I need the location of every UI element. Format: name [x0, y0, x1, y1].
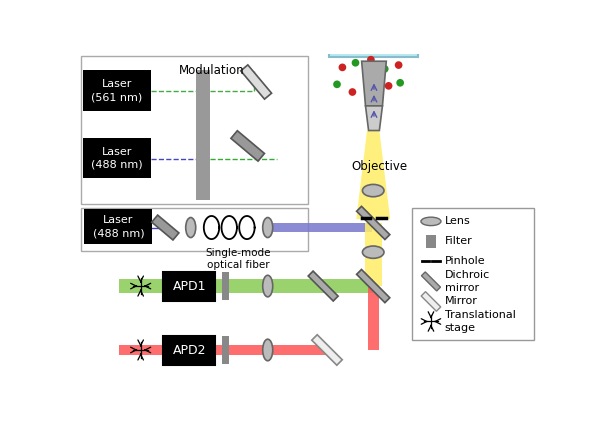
Polygon shape [356, 131, 390, 219]
Ellipse shape [362, 184, 384, 197]
Bar [163, 336, 216, 365]
Polygon shape [365, 106, 382, 131]
Text: Mirror: Mirror [445, 297, 478, 306]
Circle shape [349, 88, 356, 96]
Circle shape [385, 82, 393, 90]
Bar [426, 235, 436, 248]
Text: Laser
(488 nm): Laser (488 nm) [93, 215, 144, 238]
Polygon shape [356, 269, 390, 303]
Circle shape [396, 79, 404, 87]
Text: Laser
(488 nm): Laser (488 nm) [91, 147, 143, 170]
Polygon shape [312, 335, 343, 365]
Bar [163, 272, 216, 301]
Polygon shape [241, 65, 272, 99]
Bar [273, 223, 371, 232]
Ellipse shape [262, 218, 273, 238]
Polygon shape [370, 69, 379, 131]
Text: APD2: APD2 [172, 344, 206, 357]
Bar [81, 56, 308, 204]
Polygon shape [362, 61, 386, 106]
Text: Single-mode
optical fiber: Single-mode optical fiber [206, 248, 272, 270]
Text: Objective: Objective [352, 160, 408, 173]
Text: Modulation: Modulation [179, 64, 244, 77]
Circle shape [381, 65, 389, 73]
Polygon shape [152, 215, 179, 240]
Text: APD1: APD1 [172, 281, 206, 293]
Bar [119, 279, 373, 293]
Circle shape [333, 80, 341, 88]
Text: Lens: Lens [445, 216, 471, 227]
Bar [329, 0, 418, 58]
Text: Filter: Filter [445, 236, 473, 246]
Bar [81, 207, 308, 251]
Ellipse shape [262, 275, 273, 297]
Bar [412, 207, 534, 340]
Ellipse shape [262, 339, 273, 361]
Text: Translational
stage: Translational stage [445, 310, 516, 333]
Bar [222, 272, 229, 300]
Polygon shape [231, 131, 264, 161]
Polygon shape [308, 271, 338, 301]
Ellipse shape [362, 246, 384, 258]
Text: Laser
(561 nm): Laser (561 nm) [91, 79, 143, 102]
Text: Dichroic
mirror: Dichroic mirror [445, 270, 490, 293]
Circle shape [395, 61, 403, 69]
Circle shape [352, 59, 359, 66]
Bar [365, 223, 382, 286]
Bar [84, 209, 152, 244]
Polygon shape [421, 272, 441, 291]
Bar [83, 70, 150, 111]
Bar [222, 336, 229, 364]
Circle shape [367, 56, 375, 63]
Circle shape [338, 63, 346, 71]
Bar [196, 70, 210, 200]
Text: Pinhole: Pinhole [445, 256, 485, 266]
Bar [119, 345, 327, 355]
Circle shape [364, 74, 371, 82]
Polygon shape [421, 292, 441, 311]
Polygon shape [356, 206, 390, 240]
Bar [368, 286, 379, 350]
Ellipse shape [421, 217, 441, 226]
Bar [83, 138, 150, 178]
Ellipse shape [185, 218, 196, 238]
